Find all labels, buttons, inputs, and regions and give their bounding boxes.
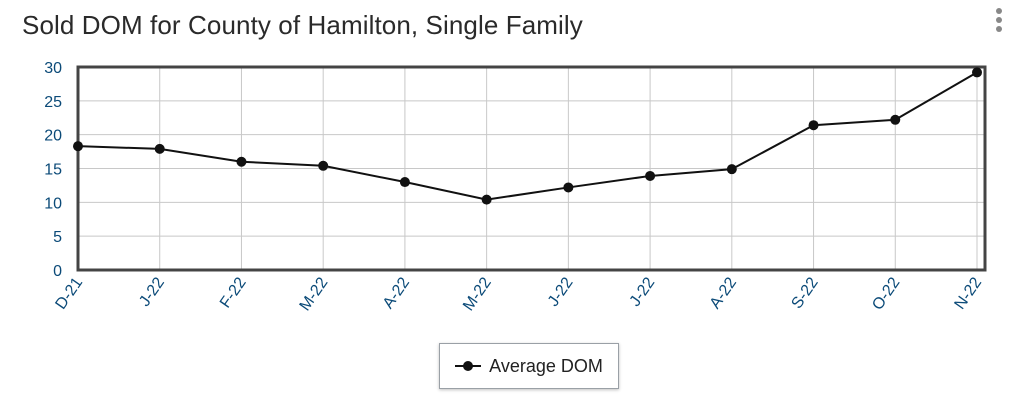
legend-marker-icon	[455, 361, 482, 371]
data-point	[972, 67, 982, 78]
data-point	[645, 170, 656, 181]
x-tick-label: O-22	[869, 274, 903, 313]
x-tick-label: M-22	[297, 274, 332, 314]
x-tick-label: A-22	[380, 274, 413, 312]
legend-label: Average DOM	[489, 355, 603, 376]
x-tick-label: J-22	[136, 274, 168, 309]
x-tick-label: D-21	[52, 274, 86, 312]
x-tick-label: M-22	[460, 274, 495, 314]
x-tick-label: A-22	[707, 274, 740, 312]
x-tick-label: S-22	[789, 274, 822, 312]
kebab-menu-icon[interactable]	[988, 4, 1010, 38]
y-tick-label: 0	[53, 263, 62, 280]
data-point	[726, 164, 737, 175]
line-chart: 0 5 10 15 20 25 30 D-21 J-22 F-22 M-22 A-22 M-22 J-22…	[44, 60, 987, 314]
x-tick-label: F-22	[217, 274, 250, 311]
y-tick-label: 25	[44, 94, 62, 111]
data-point	[399, 177, 410, 188]
data-point	[154, 143, 165, 154]
plot-frame	[76, 65, 987, 272]
data-point	[236, 156, 247, 167]
series-line	[77, 71, 978, 201]
legend[interactable]: Average DOM	[439, 343, 619, 389]
data-point	[318, 160, 329, 171]
y-tick-label: 15	[44, 162, 62, 179]
chart-title: Sold DOM for County of Hamilton, Single …	[22, 10, 583, 40]
data-point	[563, 182, 574, 193]
data-point	[73, 141, 83, 152]
y-tick-label: 20	[44, 128, 62, 145]
x-tick-label: N-22	[951, 274, 985, 312]
data-point	[481, 194, 492, 205]
data-point	[808, 120, 819, 131]
x-tick-label: J-22	[627, 274, 659, 309]
y-tick-label: 30	[44, 60, 62, 77]
x-tick-label: J-22	[545, 274, 577, 309]
y-tick-label: 10	[44, 195, 62, 212]
data-point	[890, 114, 901, 125]
y-tick-label: 5	[53, 229, 62, 246]
